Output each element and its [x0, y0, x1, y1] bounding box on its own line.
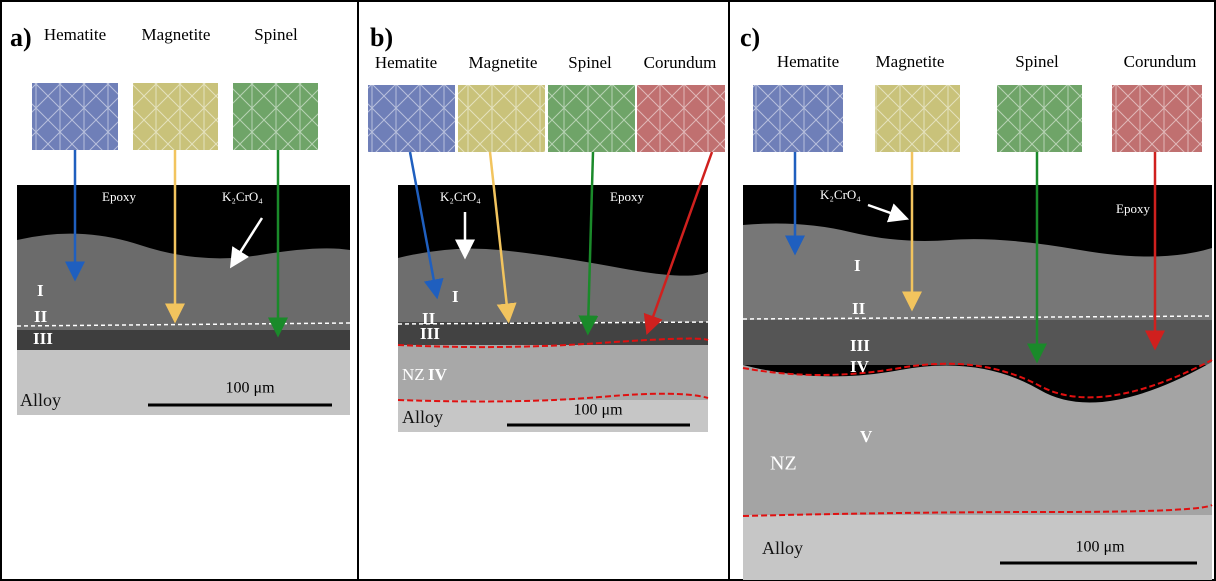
- scale-label: 100 μm: [225, 380, 275, 397]
- pattern-lines: [997, 85, 1082, 152]
- pattern-lines: [32, 83, 118, 150]
- inner-layer: [398, 322, 708, 345]
- layer-label: IV: [428, 365, 448, 384]
- inner-layer: [17, 330, 350, 350]
- deposit-label: K₂CrO₄: [440, 189, 481, 204]
- panel-label: b): [370, 23, 393, 52]
- pattern-lines: [368, 85, 455, 152]
- layer-label: V: [860, 427, 873, 446]
- deposit-label: K₂CrO₄: [222, 189, 263, 204]
- pattern-lines: [548, 85, 635, 152]
- phase-name: Magnetite: [876, 52, 945, 71]
- panel-label: c): [740, 23, 760, 52]
- phase-name: Hematite: [44, 25, 106, 44]
- layer-label: IV: [850, 357, 870, 376]
- figure: a) Hematite Magnetite Spinel Epoxy K₂CrO…: [0, 0, 1216, 581]
- panel-label: a): [10, 23, 32, 52]
- phase-name: Corundum: [644, 53, 717, 72]
- zone-label: NZ: [770, 453, 797, 475]
- pattern-lines: [458, 85, 545, 152]
- alloy-region: [398, 400, 708, 432]
- phase-name: Hematite: [777, 52, 839, 71]
- epoxy-label: Epoxy: [1116, 201, 1150, 216]
- pattern-lines: [1112, 85, 1202, 152]
- phase-name: Spinel: [568, 53, 612, 72]
- scale-label: 100 μm: [1075, 539, 1125, 556]
- alloy-region: [743, 515, 1212, 580]
- phase-name: Spinel: [1015, 52, 1059, 71]
- phase-name: Magnetite: [469, 53, 538, 72]
- layer-label: I: [452, 287, 459, 306]
- pattern-lines: [233, 83, 318, 150]
- layer-label: I: [854, 256, 861, 275]
- phase-name: Magnetite: [142, 25, 211, 44]
- layer-label: II: [852, 299, 866, 318]
- zone-label: NZ: [402, 365, 425, 384]
- pattern-lines: [753, 85, 843, 152]
- layer-label: III: [33, 329, 53, 348]
- phase-name: Spinel: [254, 25, 298, 44]
- alloy-label: Alloy: [402, 407, 443, 427]
- layer-label: III: [850, 336, 870, 355]
- layer-label: I: [37, 281, 44, 300]
- layer-label: II: [34, 307, 48, 326]
- pattern-lines: [637, 85, 725, 152]
- phase-name: Corundum: [1124, 52, 1197, 71]
- phase-name: Hematite: [375, 53, 437, 72]
- alloy-label: Alloy: [20, 390, 61, 410]
- inner-layer: [743, 320, 1212, 365]
- epoxy-label: Epoxy: [102, 189, 136, 204]
- layer-label: III: [420, 324, 440, 343]
- deposit-label: K₂CrO₄: [820, 187, 861, 202]
- epoxy-label: Epoxy: [610, 189, 644, 204]
- alloy-label: Alloy: [762, 538, 803, 558]
- pattern-lines: [875, 85, 960, 152]
- pattern-lines: [133, 83, 218, 150]
- scale-label: 100 μm: [573, 402, 623, 419]
